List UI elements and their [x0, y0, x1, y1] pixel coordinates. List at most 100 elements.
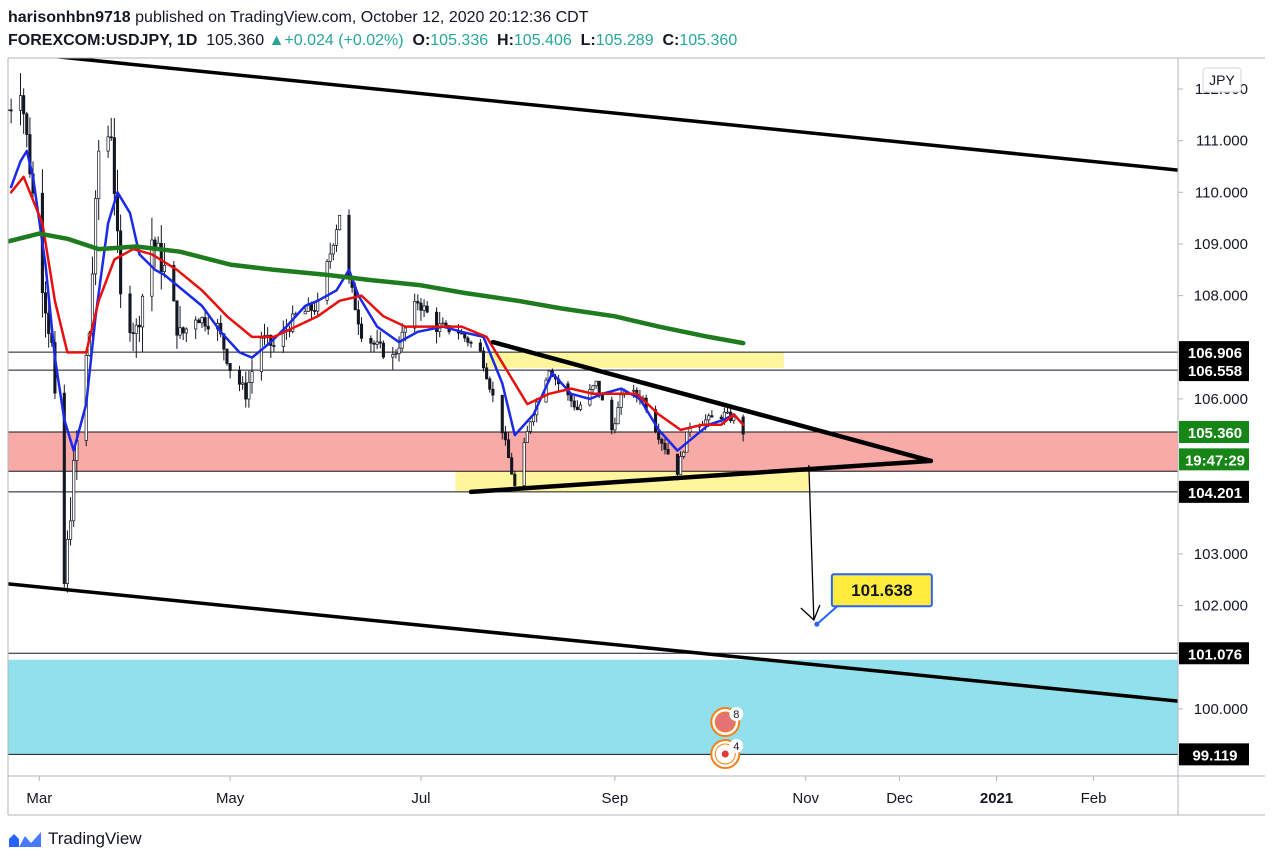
candles: [8, 73, 745, 593]
candle: [397, 347, 401, 354]
japan-flag-event-icon[interactable]: 4: [710, 739, 744, 769]
candle: [18, 95, 23, 111]
candle: [359, 323, 364, 339]
candle: [719, 416, 723, 420]
plot-area: 101.638: [8, 58, 1178, 755]
tradingview-logo-icon[interactable]: [8, 830, 42, 848]
candle: [94, 198, 98, 275]
event-flag-dot: [721, 750, 729, 758]
candle: [153, 239, 157, 248]
channel-bottom: [8, 582, 1178, 703]
candle: [137, 324, 141, 328]
candle: [441, 322, 445, 325]
candle: [328, 253, 332, 262]
candle: [469, 341, 473, 344]
candle: [237, 370, 242, 385]
candle: [178, 327, 182, 336]
candle: [72, 460, 76, 522]
candle: [463, 333, 467, 339]
candle: [372, 342, 376, 345]
y-tick-label: 111.000: [1196, 133, 1248, 150]
published-text: published on TradingView.com, October 12…: [130, 9, 589, 26]
price-badge-bg: [1179, 359, 1249, 382]
x-tick-label: Nov: [792, 790, 819, 807]
candle: [500, 394, 504, 434]
candle: [259, 337, 263, 372]
low-value: 105.289: [595, 32, 654, 49]
open-value: 105.336: [430, 32, 489, 49]
candle: [228, 363, 232, 372]
candle: [9, 109, 13, 112]
candle: [184, 328, 188, 334]
candle: [197, 319, 201, 324]
candle: [578, 404, 583, 410]
candle: [250, 371, 254, 383]
close-value: 105.360: [679, 32, 738, 49]
price-badge: 101.076: [1179, 642, 1249, 665]
candle: [488, 378, 492, 390]
candle: [435, 311, 439, 332]
candle: [194, 319, 198, 330]
x-tick-label: Feb: [1081, 790, 1107, 807]
candle: [466, 337, 470, 343]
y-tick-label: 102.000: [1194, 598, 1248, 615]
candle: [325, 261, 329, 301]
candle: [675, 453, 680, 475]
candle: [725, 411, 730, 414]
candle: [162, 264, 166, 273]
candle: [591, 385, 595, 390]
y-tick-label: 100.000: [1194, 701, 1248, 718]
candle: [528, 421, 532, 432]
price-badge-label: 105.360: [1188, 425, 1242, 442]
price-badge: 99.119: [1179, 743, 1249, 766]
candle: [119, 230, 123, 295]
x-tick-label: May: [216, 790, 245, 807]
x-tick-label: Dec: [886, 790, 913, 807]
symbol-name[interactable]: FOREXCOM:USDJPY, 1D: [8, 32, 198, 49]
candle: [572, 400, 576, 408]
candle: [175, 300, 179, 336]
candle: [241, 382, 245, 385]
candle: [569, 394, 573, 402]
candle: [356, 309, 360, 325]
candle: [610, 399, 614, 431]
last-price: 105.360: [206, 32, 265, 49]
resistance-zone: [486, 352, 784, 368]
candle: [200, 317, 204, 324]
candle: [47, 312, 51, 334]
candle: [663, 442, 667, 450]
candle: [485, 367, 489, 380]
x-tick-label: 2021: [980, 790, 1013, 807]
candle: [732, 416, 736, 422]
ma-blue: [9, 149, 745, 452]
candle: [203, 317, 207, 327]
candle: [378, 341, 382, 344]
candle: [69, 520, 73, 540]
candle: [510, 457, 514, 475]
y-tick-label: 108.000: [1194, 288, 1248, 305]
currency-label[interactable]: JPY: [1209, 72, 1235, 88]
candle: [106, 136, 110, 152]
candle: [97, 150, 101, 199]
brand-name[interactable]: TradingView: [48, 829, 142, 848]
us-flag-event-icon[interactable]: 8: [710, 707, 744, 737]
candle: [413, 301, 417, 329]
symbol-line: FOREXCOM:USDJPY, 1D 105.360 ▲+0.024 (+0.…: [8, 29, 1268, 52]
candle: [710, 415, 714, 418]
candle: [334, 229, 339, 246]
candle: [375, 341, 379, 345]
price-badge-label: 99.119: [1192, 747, 1237, 764]
footer: TradingView: [8, 828, 142, 850]
triangle-upper: [490, 339, 934, 464]
candle: [303, 311, 307, 315]
author-name[interactable]: harisonhbn9718: [8, 9, 131, 26]
y-tick-label: 103.000: [1194, 546, 1248, 563]
close-label: C:: [662, 32, 680, 49]
candle: [62, 392, 66, 584]
candle: [525, 431, 529, 443]
price-badge-bg: [1179, 448, 1249, 471]
x-tick-label: Sep: [602, 790, 629, 807]
candle: [722, 411, 726, 420]
currency-label-box: [1202, 67, 1242, 93]
